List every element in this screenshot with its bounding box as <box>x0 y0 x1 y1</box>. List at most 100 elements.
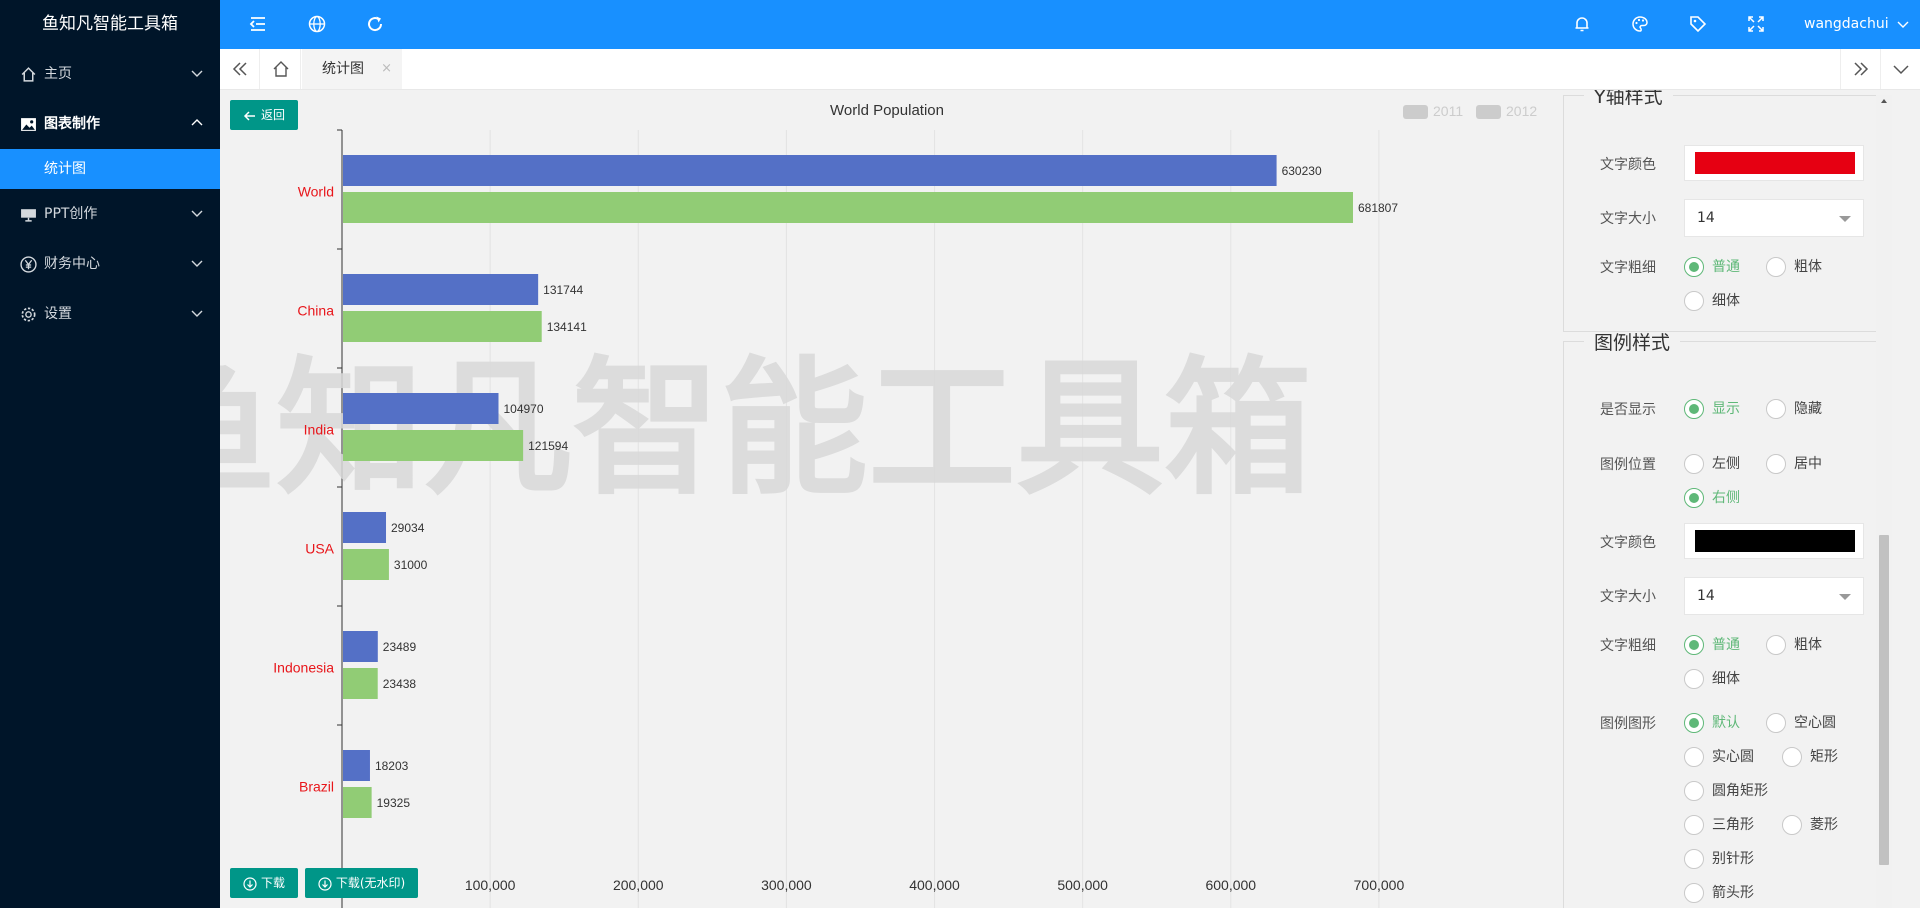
shape-rect-radio[interactable]: 矩形 <box>1782 747 1838 767</box>
legend-position-right-radio[interactable]: 右侧 <box>1684 488 1740 508</box>
globe-icon[interactable] <box>307 14 327 34</box>
chart-area: 鱼知凡智能工具箱 World Population 2011 2012 100,… <box>220 90 1548 908</box>
shape-label: 图例图形 <box>1600 716 1656 732</box>
select-value: 14 <box>1697 210 1715 226</box>
legend-weight-bold-radio[interactable]: 粗体 <box>1766 635 1822 655</box>
menu-fold-icon[interactable] <box>248 14 268 34</box>
legend-label-2012: 2012 <box>1506 103 1537 119</box>
sidebar-item-finance[interactable]: 财务中心 <box>0 239 220 289</box>
category-label: USA <box>305 541 334 557</box>
shape-circle-radio[interactable]: 实心圆 <box>1684 747 1754 767</box>
bar-2011-usa[interactable] <box>343 512 387 543</box>
chevron-down-icon <box>191 210 203 217</box>
tab-statistics[interactable]: 统计图 × <box>302 49 402 89</box>
bar-2011-indonesia[interactable] <box>343 631 378 662</box>
tabs-scroll-left-button[interactable] <box>220 49 260 89</box>
color-swatch <box>1695 530 1855 552</box>
legend-position-center-radio[interactable]: 居中 <box>1766 454 1822 474</box>
refresh-icon[interactable] <box>365 14 385 34</box>
y-axis-font-size-select[interactable]: 14 <box>1684 199 1864 237</box>
bar-2011-india[interactable] <box>343 393 499 424</box>
y-axis-text-color-picker[interactable] <box>1684 145 1864 181</box>
watermark: 鱼知凡智能工具箱 <box>220 343 1312 515</box>
image-icon <box>21 118 36 131</box>
bell-icon[interactable] <box>1572 14 1592 34</box>
panel-scrollbar[interactable] <box>1876 95 1892 908</box>
bar-2012-brazil[interactable] <box>343 787 372 818</box>
y-weight-normal-radio[interactable]: 普通 <box>1684 257 1740 277</box>
x-tick-label: 200,000 <box>613 877 664 893</box>
gear-icon <box>21 307 36 322</box>
y-weight-light-radio[interactable]: 细体 <box>1684 291 1740 311</box>
legend-show-radio[interactable]: 显示 <box>1684 399 1740 419</box>
yen-circle-icon <box>20 256 37 273</box>
legend-weight-light-radio[interactable]: 细体 <box>1684 669 1740 689</box>
fullscreen-icon[interactable] <box>1746 14 1766 34</box>
bar-2011-brazil[interactable] <box>343 750 370 781</box>
bar-2012-world[interactable] <box>343 192 1353 223</box>
sidebar-item-settings[interactable]: 设置 <box>0 289 220 339</box>
legend-position-left-radio[interactable]: 左侧 <box>1684 454 1740 474</box>
download-no-watermark-button[interactable]: 下载(无水印) <box>305 868 418 898</box>
shape-pin-radio[interactable]: 别针形 <box>1684 849 1754 869</box>
sidebar: 鱼知凡智能工具箱 主页 图表制作 统计图 PPT创作 财务中心 设置 <box>0 0 220 908</box>
sidebar-item-home[interactable]: 主页 <box>0 49 220 99</box>
font-size-label: 文字大小 <box>1600 211 1656 227</box>
download-button-label: 下载 <box>260 876 285 890</box>
bar-2012-china[interactable] <box>343 311 542 342</box>
sidebar-item-charts[interactable]: 图表制作 <box>0 99 220 149</box>
category-label: World <box>298 184 334 200</box>
data-label: 681807 <box>1358 201 1398 215</box>
bar-2011-world[interactable] <box>343 155 1277 186</box>
sidebar-item-label: 图表制作 <box>44 116 100 132</box>
back-button[interactable]: 返回 <box>230 100 298 130</box>
data-label: 104970 <box>503 402 543 416</box>
top-bar: wangdachui <box>220 0 1920 49</box>
chevron-down-icon <box>1893 65 1909 75</box>
download-button[interactable]: 下载 <box>230 868 298 898</box>
sidebar-item-label: PPT创作 <box>44 206 98 222</box>
shape-empty-circle-radio[interactable]: 空心圆 <box>1766 713 1836 733</box>
chevron-down-icon <box>1897 21 1909 28</box>
text-color-label: 文字颜色 <box>1600 157 1656 173</box>
legend[interactable]: 2011 2012 <box>1403 103 1537 119</box>
y-axis-style-group: Y轴样式 文字颜色 文字大小 14 文字粗细 普通 粗体 细体 <box>1563 90 1883 332</box>
sidebar-subitem-statistics[interactable]: 统计图 <box>0 149 220 189</box>
data-label: 134141 <box>547 320 587 334</box>
tag-icon[interactable] <box>1688 14 1708 34</box>
bar-2012-indonesia[interactable] <box>343 668 378 699</box>
y-weight-bold-radio[interactable]: 粗体 <box>1766 257 1822 277</box>
bar-2012-usa[interactable] <box>343 549 389 580</box>
palette-icon[interactable] <box>1630 14 1650 34</box>
user-menu[interactable]: wangdachui <box>1804 0 1909 49</box>
shape-triangle-radio[interactable]: 三角形 <box>1684 815 1754 835</box>
tabs-dropdown-button[interactable] <box>1880 49 1920 89</box>
legend-font-size-select[interactable]: 14 <box>1684 577 1864 615</box>
position-label: 图例位置 <box>1600 457 1656 473</box>
legend-hide-radio[interactable]: 隐藏 <box>1766 399 1822 419</box>
bar-2012-india[interactable] <box>343 430 524 461</box>
tabs-scroll-right-button[interactable] <box>1840 49 1880 89</box>
chevron-down-icon <box>191 310 203 317</box>
username: wangdachui <box>1804 16 1889 32</box>
sidebar-item-ppt[interactable]: PPT创作 <box>0 189 220 239</box>
scroll-up-icon <box>1881 99 1887 103</box>
shape-roundrect-radio[interactable]: 圆角矩形 <box>1684 781 1768 801</box>
legend-swatch-2012 <box>1476 105 1501 119</box>
bar-2011-china[interactable] <box>343 274 539 305</box>
shape-arrow-radio[interactable]: 箭头形 <box>1684 883 1754 903</box>
x-tick-label: 300,000 <box>761 877 812 893</box>
home-tab-button[interactable] <box>261 49 301 89</box>
legend-label-2011: 2011 <box>1433 103 1463 119</box>
legend-weight-normal-radio[interactable]: 普通 <box>1684 635 1740 655</box>
x-tick-label: 600,000 <box>1205 877 1256 893</box>
shape-diamond-radio[interactable]: 菱形 <box>1782 815 1838 835</box>
scrollbar-thumb[interactable] <box>1879 535 1889 865</box>
double-chevron-left-icon <box>232 62 247 76</box>
legend-text-color-picker[interactable] <box>1684 523 1864 559</box>
category-label: China <box>297 303 334 319</box>
caret-down-icon <box>1839 216 1851 222</box>
tab-close-button[interactable]: × <box>381 61 392 76</box>
data-label: 29034 <box>391 521 425 535</box>
shape-default-radio[interactable]: 默认 <box>1684 713 1740 733</box>
